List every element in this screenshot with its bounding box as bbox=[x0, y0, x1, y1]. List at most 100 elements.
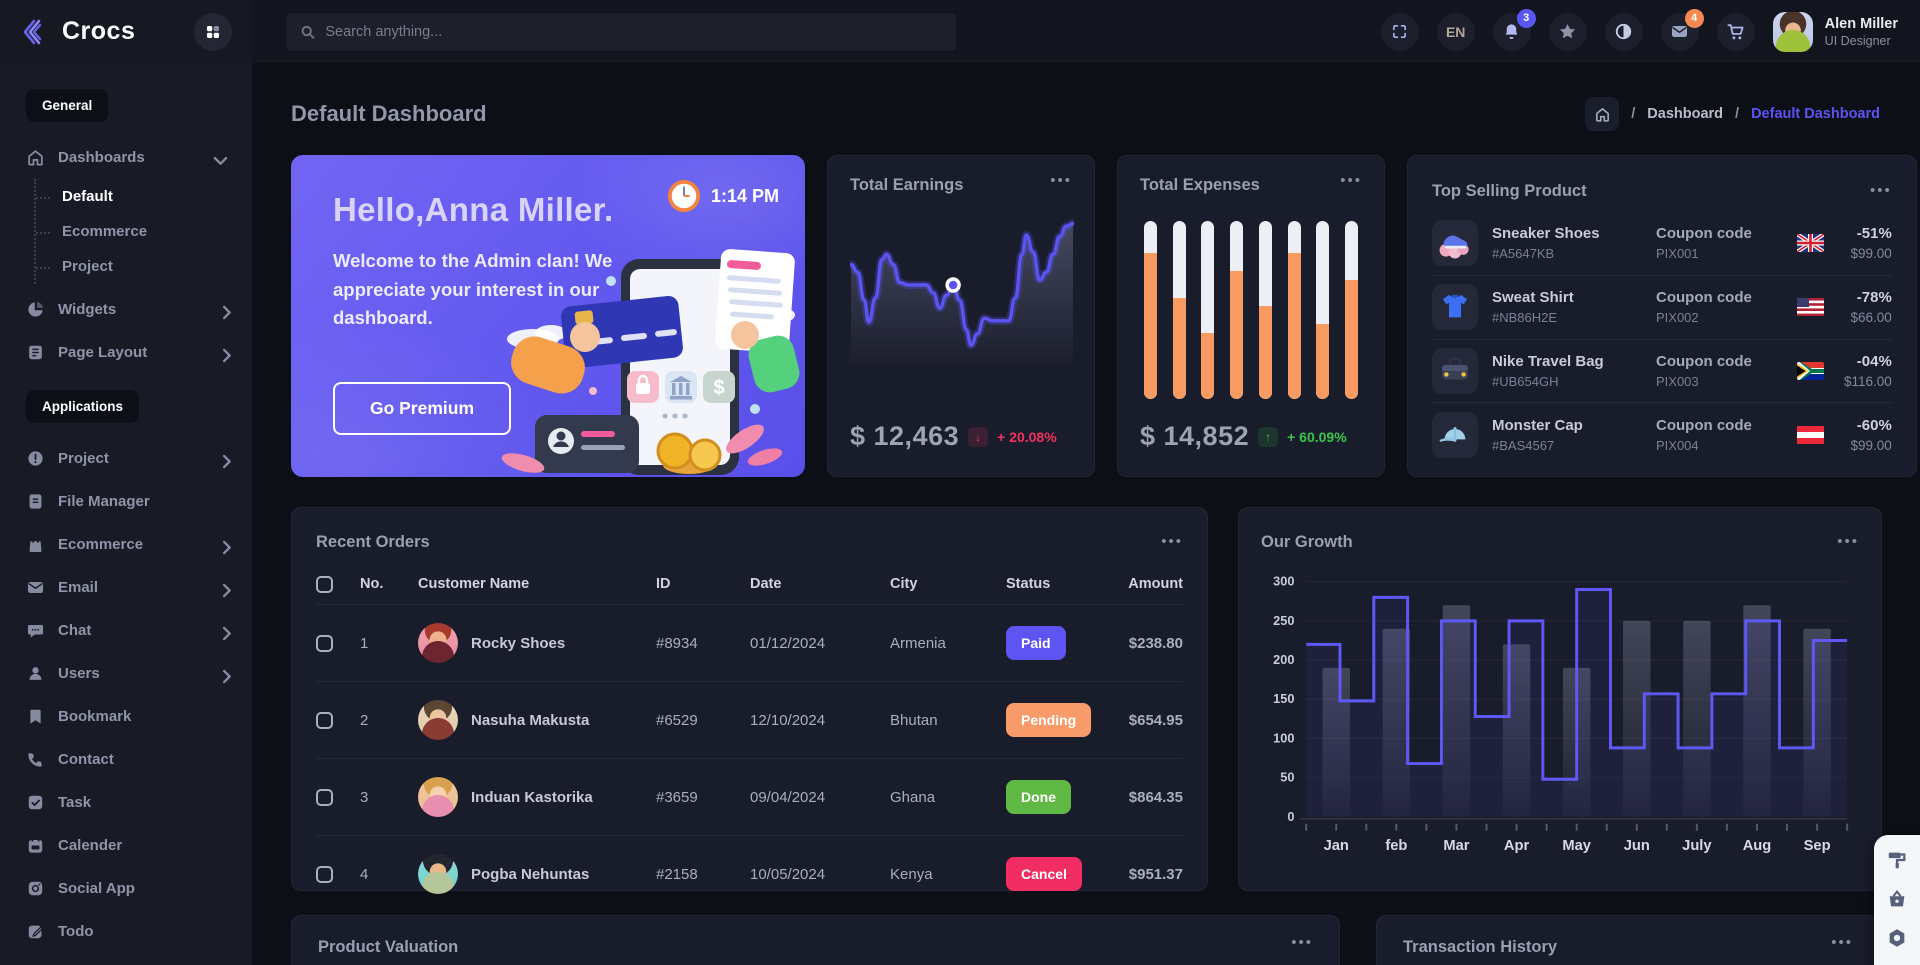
expense-bar bbox=[1201, 221, 1215, 399]
apps-grid-icon bbox=[204, 23, 222, 41]
sidebar-item-dashboards[interactable]: Dashboards bbox=[26, 136, 230, 179]
brand-logo[interactable]: Crocs bbox=[22, 17, 135, 47]
more-menu-icon[interactable]: ••• bbox=[1340, 172, 1362, 189]
row-checkbox[interactable] bbox=[316, 634, 333, 652]
store-button[interactable] bbox=[1886, 888, 1908, 910]
messages-badge: 4 bbox=[1684, 8, 1704, 28]
brand-area: Crocs bbox=[0, 0, 252, 63]
coupon-code: PIX003 bbox=[1656, 373, 1699, 389]
favorites-button[interactable] bbox=[1548, 12, 1587, 51]
welcome-message: Welcome to the Admin clan! We appreciate… bbox=[333, 250, 613, 329]
settings-button[interactable] bbox=[1886, 927, 1908, 949]
theme-paint-button[interactable] bbox=[1886, 849, 1908, 871]
user-menu[interactable]: Alen Miller UI Designer bbox=[1772, 11, 1898, 52]
sidebar-item-widgets[interactable]: Widgets bbox=[26, 288, 230, 331]
product-row[interactable]: Sneaker Shoes #A5647KB Coupon code PIX00… bbox=[1432, 212, 1892, 275]
recent-orders-card: Recent Orders ••• No. Customer Name ID D… bbox=[291, 507, 1208, 894]
more-menu-icon[interactable]: ••• bbox=[1161, 533, 1183, 550]
svg-text:$: $ bbox=[713, 377, 724, 399]
product-row[interactable]: Monster Cap #BAS4567 Coupon code PIX004 … bbox=[1432, 402, 1892, 466]
sidebar-item-contact[interactable]: Contact bbox=[26, 738, 230, 781]
col-header: Customer Name bbox=[418, 576, 530, 592]
svg-text:Apr: Apr bbox=[1504, 838, 1530, 854]
sneaker-image bbox=[1439, 235, 1469, 259]
order-id: #2158 bbox=[656, 835, 750, 912]
discount: -04% bbox=[1856, 352, 1892, 370]
more-menu-icon[interactable]: ••• bbox=[1837, 533, 1859, 550]
cart-button[interactable] bbox=[1716, 12, 1755, 51]
language-button[interactable]: EN bbox=[1436, 12, 1475, 51]
order-city: Bhutan bbox=[890, 681, 1006, 758]
user-name: Alen Miller bbox=[1824, 16, 1898, 33]
sidebar-item-label: Task bbox=[58, 794, 92, 811]
notifications-badge: 3 bbox=[1516, 8, 1536, 28]
row-checkbox[interactable] bbox=[316, 865, 333, 883]
customer-avatar bbox=[418, 623, 458, 663]
breadcrumb-home-button[interactable] bbox=[1585, 97, 1620, 131]
row-checkbox[interactable] bbox=[316, 711, 333, 729]
coupon-label: Coupon code bbox=[1656, 289, 1752, 307]
messages-button[interactable]: 4 bbox=[1660, 8, 1704, 51]
chevron-right-icon bbox=[217, 624, 230, 637]
select-all-checkbox[interactable] bbox=[316, 575, 333, 593]
more-menu-icon[interactable]: ••• bbox=[1870, 182, 1892, 199]
product-row[interactable]: Sweat Shirt #NB86H2E Coupon code PIX002 … bbox=[1432, 274, 1892, 339]
apps-grid-button[interactable] bbox=[194, 12, 232, 51]
order-city: Kenya bbox=[890, 835, 1006, 912]
card-title: Transaction History bbox=[1403, 938, 1558, 956]
sidebar-item-calender[interactable]: Calender bbox=[26, 824, 230, 867]
sidebar-item-task[interactable]: Task bbox=[26, 781, 230, 824]
order-no: 3 bbox=[360, 758, 418, 835]
order-date: 01/12/2024 bbox=[750, 604, 890, 681]
sidebar-item-email[interactable]: Email bbox=[26, 566, 230, 609]
product-row[interactable]: Nike Travel Bag #UB654GH Coupon code PIX… bbox=[1432, 338, 1892, 403]
chevron-right-icon bbox=[217, 581, 230, 594]
chevron-down-icon bbox=[217, 151, 230, 164]
pie-chart-icon bbox=[26, 300, 45, 319]
sidebar-subitem-default[interactable]: Default bbox=[36, 179, 230, 214]
sidebar-item-social-app[interactable]: Social App bbox=[26, 867, 230, 910]
notifications-button[interactable]: 3 bbox=[1492, 8, 1536, 51]
breadcrumb-current[interactable]: Default Dashboard bbox=[1751, 106, 1880, 122]
coupon-code: PIX004 bbox=[1656, 437, 1699, 453]
row-checkbox[interactable] bbox=[316, 788, 333, 806]
col-header: Amount bbox=[1128, 576, 1183, 592]
product-name: Monster Cap bbox=[1492, 416, 1583, 434]
chevron-right-icon bbox=[217, 538, 230, 551]
order-amount: $864.35 bbox=[1118, 758, 1183, 835]
sidebar-item-todo[interactable]: Todo bbox=[26, 910, 230, 953]
more-menu-icon[interactable]: ••• bbox=[1831, 934, 1853, 951]
sidebar-item-app-ecommerce[interactable]: Ecommerce bbox=[26, 523, 230, 566]
more-menu-icon[interactable]: ••• bbox=[1050, 172, 1072, 189]
go-premium-button[interactable]: Go Premium bbox=[333, 382, 511, 435]
breadcrumb-dashboard[interactable]: Dashboard bbox=[1647, 106, 1724, 122]
sidebar-subitem-ecommerce[interactable]: Ecommerce bbox=[36, 214, 230, 249]
price: $99.00 bbox=[1850, 437, 1892, 453]
sidebar-item-label: Dashboards bbox=[58, 149, 145, 166]
basket-icon bbox=[1886, 888, 1908, 910]
theme-toggle-button[interactable] bbox=[1604, 12, 1643, 51]
chevron-right-icon bbox=[217, 303, 230, 316]
pencil-icon bbox=[26, 922, 45, 941]
svg-text:Jan: Jan bbox=[1324, 838, 1349, 854]
sidebar-item-bookmark[interactable]: Bookmark bbox=[26, 695, 230, 738]
order-amount: $654.95 bbox=[1118, 681, 1183, 758]
discount: -78% bbox=[1856, 289, 1892, 307]
expense-bar bbox=[1230, 221, 1244, 399]
top-selling-product-card: Top Selling Product ••• Sneaker Shoes #A… bbox=[1407, 155, 1917, 477]
sidebar-item-users[interactable]: Users bbox=[26, 652, 230, 695]
uk-flag-icon bbox=[1796, 234, 1824, 253]
sidebar-subitem-project[interactable]: Project bbox=[36, 249, 230, 284]
sidebar-item-app-project[interactable]: Project bbox=[26, 437, 230, 480]
user-role: UI Designer bbox=[1824, 33, 1891, 48]
sidebar-section-applications: Applications bbox=[26, 390, 140, 423]
sidebar-item-file-manager[interactable]: File Manager bbox=[26, 480, 230, 523]
more-menu-icon[interactable]: ••• bbox=[1291, 934, 1313, 951]
search-input[interactable] bbox=[325, 23, 942, 40]
sidebar-item-page-layout[interactable]: Page Layout bbox=[26, 331, 230, 374]
sidebar-item-chat[interactable]: Chat bbox=[26, 609, 230, 652]
product-image bbox=[1432, 220, 1478, 267]
fullscreen-button[interactable] bbox=[1380, 12, 1419, 51]
customer-avatar bbox=[418, 700, 458, 740]
us-flag-icon bbox=[1796, 298, 1824, 317]
